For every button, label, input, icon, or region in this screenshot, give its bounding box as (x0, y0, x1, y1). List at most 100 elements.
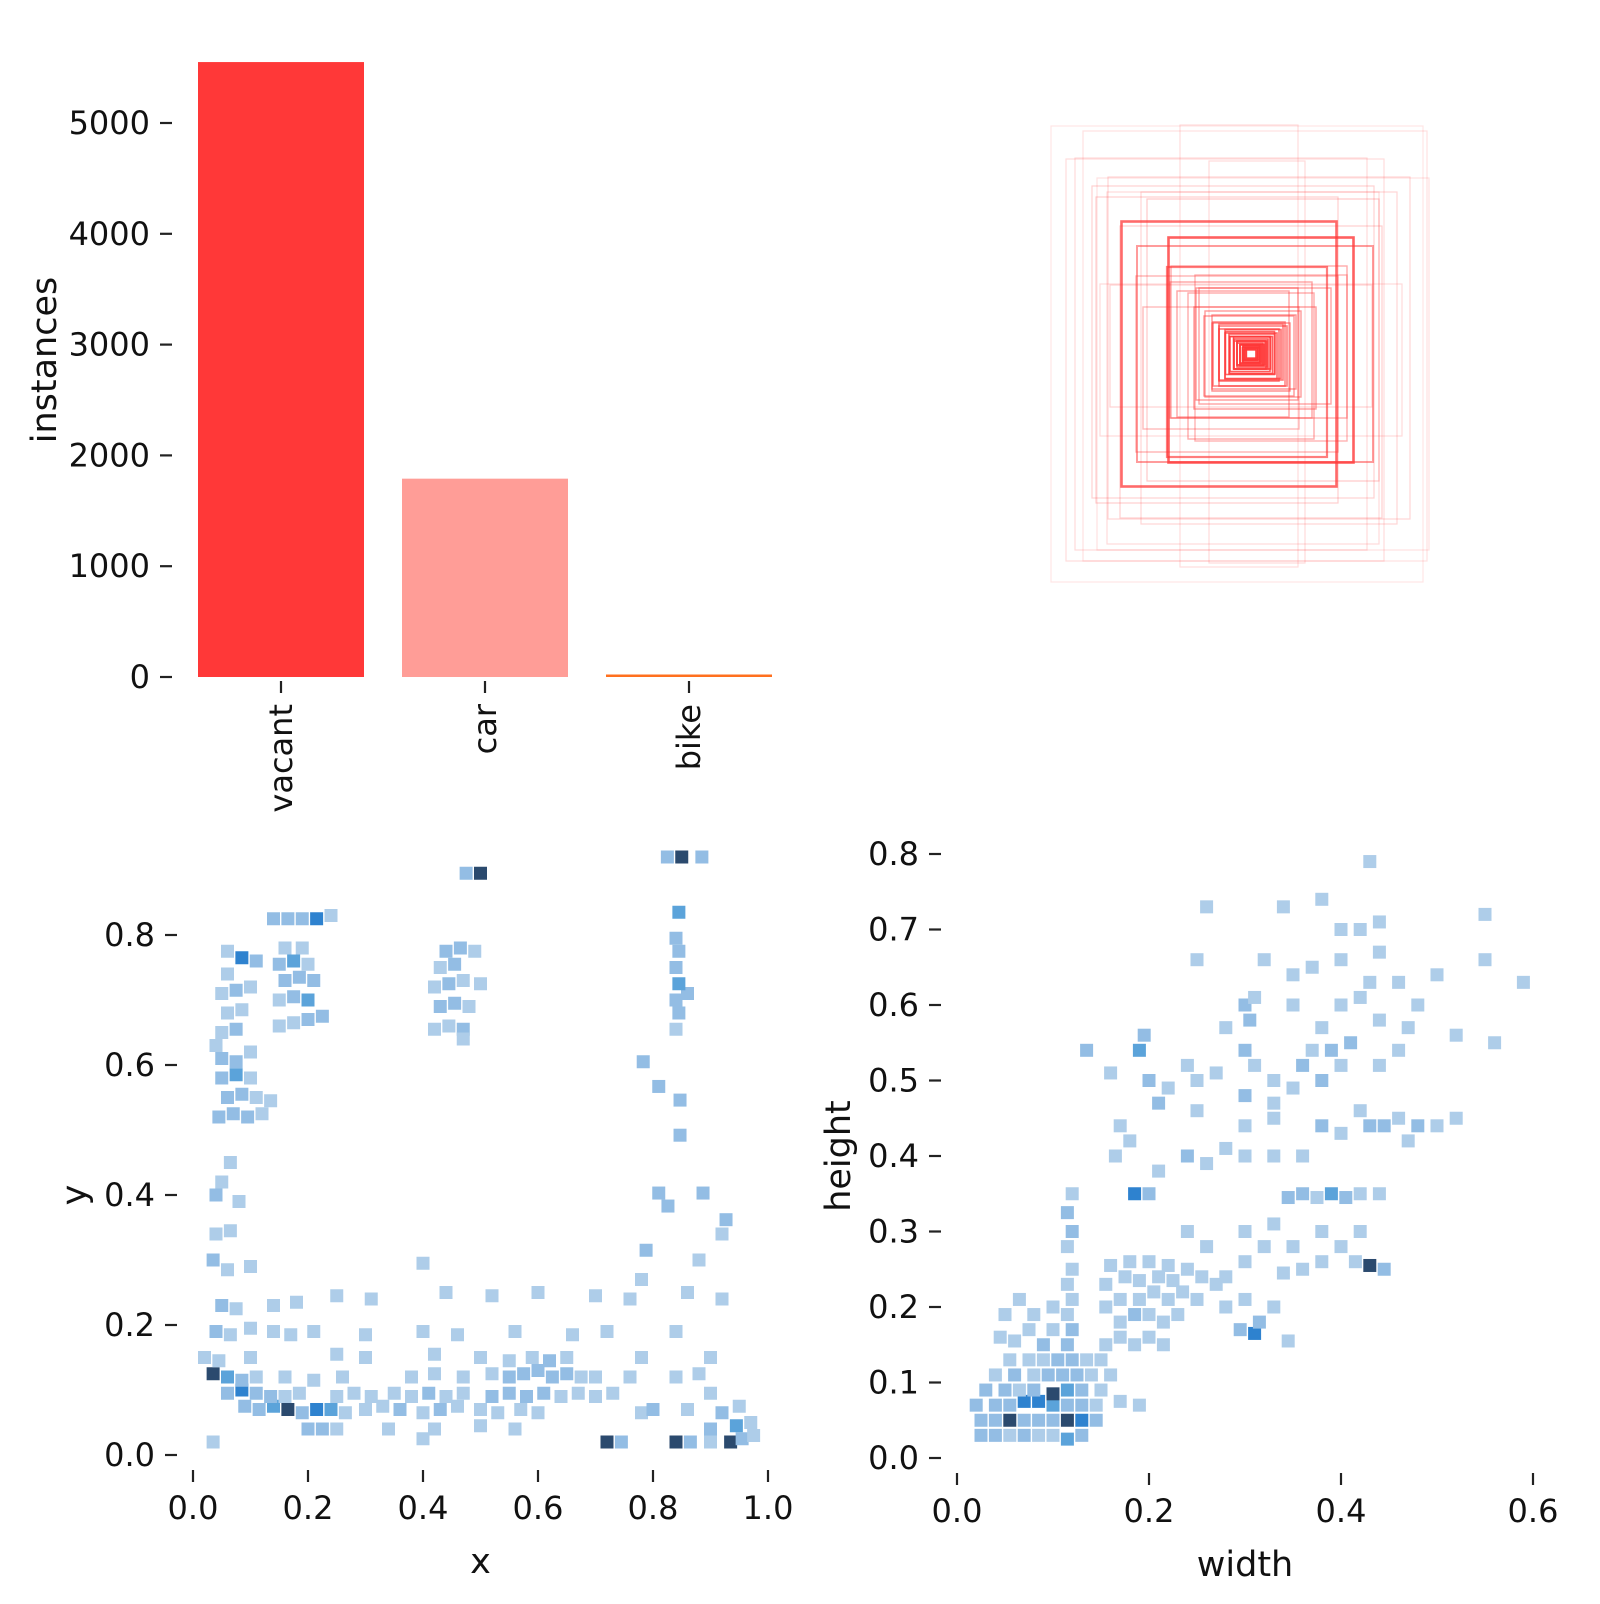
heatmap-cell (206, 1367, 220, 1381)
heatmap-cell (456, 1032, 470, 1046)
heatmap-cell (1104, 1258, 1118, 1272)
heatmap-cell (1296, 1187, 1310, 1201)
heatmap-cell (1190, 953, 1204, 967)
heatmap-cell (1099, 1300, 1113, 1314)
heatmap-cell (229, 1302, 243, 1316)
heatmap-cell (221, 1386, 234, 1400)
heatmap-cell (1012, 1292, 1026, 1306)
heatmap-cell (517, 1367, 531, 1381)
heatmap-cell (1377, 1262, 1391, 1276)
tick-label: 0.7 (868, 911, 919, 949)
heatmap-cell (1046, 1413, 1060, 1427)
heatmap-cell (669, 961, 683, 974)
heatmap-cell (1017, 1428, 1031, 1442)
heatmap-cell (1156, 1315, 1170, 1329)
heatmap-cell (235, 1003, 249, 1017)
heatmap-cell (232, 1195, 246, 1208)
heatmap-cell (1315, 1255, 1329, 1269)
heatmap-cell (453, 941, 467, 955)
heatmap-cell (226, 1107, 240, 1121)
heatmap-cell (537, 1386, 551, 1400)
heatmap-cell (531, 1364, 545, 1377)
heatmap-cell (272, 957, 286, 971)
heatmap-cell (1267, 1096, 1281, 1110)
heatmap-cell (1267, 1217, 1281, 1231)
heatmap-cell (252, 1403, 266, 1416)
heatmap-cell (229, 1068, 243, 1082)
heatmap-cell (661, 1199, 675, 1213)
heatmap-cell (330, 1347, 344, 1361)
heatmap-cell (416, 1432, 430, 1446)
heatmap-cell (330, 1289, 344, 1303)
heatmap-cell (267, 1299, 280, 1312)
bar-vacant (198, 62, 364, 678)
heatmap-cell (267, 912, 280, 926)
heatmap-cell (1315, 1119, 1329, 1133)
heatmap-cell (1238, 1119, 1252, 1133)
heatmap-cell (988, 1368, 1002, 1382)
heatmap-cell (520, 1390, 533, 1403)
heatmap-cell (508, 1422, 522, 1436)
heatmap-cell (704, 1435, 717, 1449)
heatmap-cell (1180, 1058, 1194, 1072)
heatmap-cell (1008, 1368, 1022, 1382)
heatmap-cell (1219, 1021, 1233, 1035)
heatmap-cell (502, 1386, 516, 1400)
heatmap-cell (508, 1325, 522, 1338)
heatmap-cell (1430, 968, 1444, 982)
heatmap-cell (1060, 1240, 1074, 1254)
tick-label: 0.6 (868, 986, 919, 1024)
tick-label: 0.2 (868, 1288, 919, 1326)
category-label: bike (670, 704, 708, 770)
heatmap-cell (531, 1406, 545, 1420)
heatmap-cell (433, 1403, 447, 1416)
heatmap-cell (681, 1403, 694, 1416)
heatmap-cell (675, 850, 689, 864)
heatmap-cell (1060, 1308, 1074, 1322)
heatmap-cell (1315, 1021, 1329, 1035)
heatmap-cell (324, 1403, 338, 1416)
bounding-box-outline (1120, 220, 1338, 488)
heatmap-cell (264, 1390, 278, 1403)
heatmap-cell (428, 1422, 441, 1436)
heatmap-cell (223, 1156, 237, 1169)
heatmap-cell (244, 1260, 257, 1273)
heatmap-cell (1180, 1262, 1194, 1276)
heatmap-cell (1118, 1270, 1132, 1284)
heatmap-cell (238, 1399, 252, 1413)
heatmap-cell (244, 1351, 257, 1364)
tick-label: 0.4 (398, 1489, 449, 1527)
heatmap-cell (1065, 1353, 1079, 1367)
tick-label: 4000 (69, 215, 150, 253)
heatmap-cell (295, 912, 309, 926)
heatmap-cell (635, 1406, 648, 1420)
heatmap-cell (433, 1000, 447, 1013)
heatmap-cell (1296, 1149, 1310, 1163)
tick-label: 0.4 (104, 1176, 155, 1214)
heatmap-cell (1209, 1066, 1223, 1080)
heatmap-cell (272, 1019, 286, 1033)
heatmap-cell (1353, 990, 1367, 1004)
heatmap-cell (1075, 1428, 1089, 1442)
heatmap-cell (1060, 1383, 1074, 1397)
heatmap-cell (502, 1370, 516, 1384)
bounding-box-outline (1211, 322, 1291, 392)
heatmap-cell (1104, 1368, 1118, 1382)
heatmap-cell (993, 1330, 1007, 1344)
heatmap-cell (215, 1052, 229, 1065)
tick-label: 0.5 (868, 1062, 919, 1100)
heatmap-cell (1065, 1323, 1079, 1337)
heatmap-cell (1099, 1277, 1113, 1291)
heatmap-cell (456, 974, 470, 987)
heatmap-cell (1089, 1398, 1103, 1412)
heatmap-cell (623, 1292, 637, 1306)
heatmap-cell (229, 1022, 243, 1036)
heatmap-cell (1363, 975, 1377, 989)
heatmap-cell (249, 1386, 263, 1400)
heatmap-cell (1296, 1262, 1310, 1276)
bounding-box-outline (1169, 281, 1313, 419)
heatmap-cell (1238, 1089, 1252, 1103)
heatmap-cell (215, 1026, 229, 1039)
heatmap-cell (439, 1390, 453, 1403)
